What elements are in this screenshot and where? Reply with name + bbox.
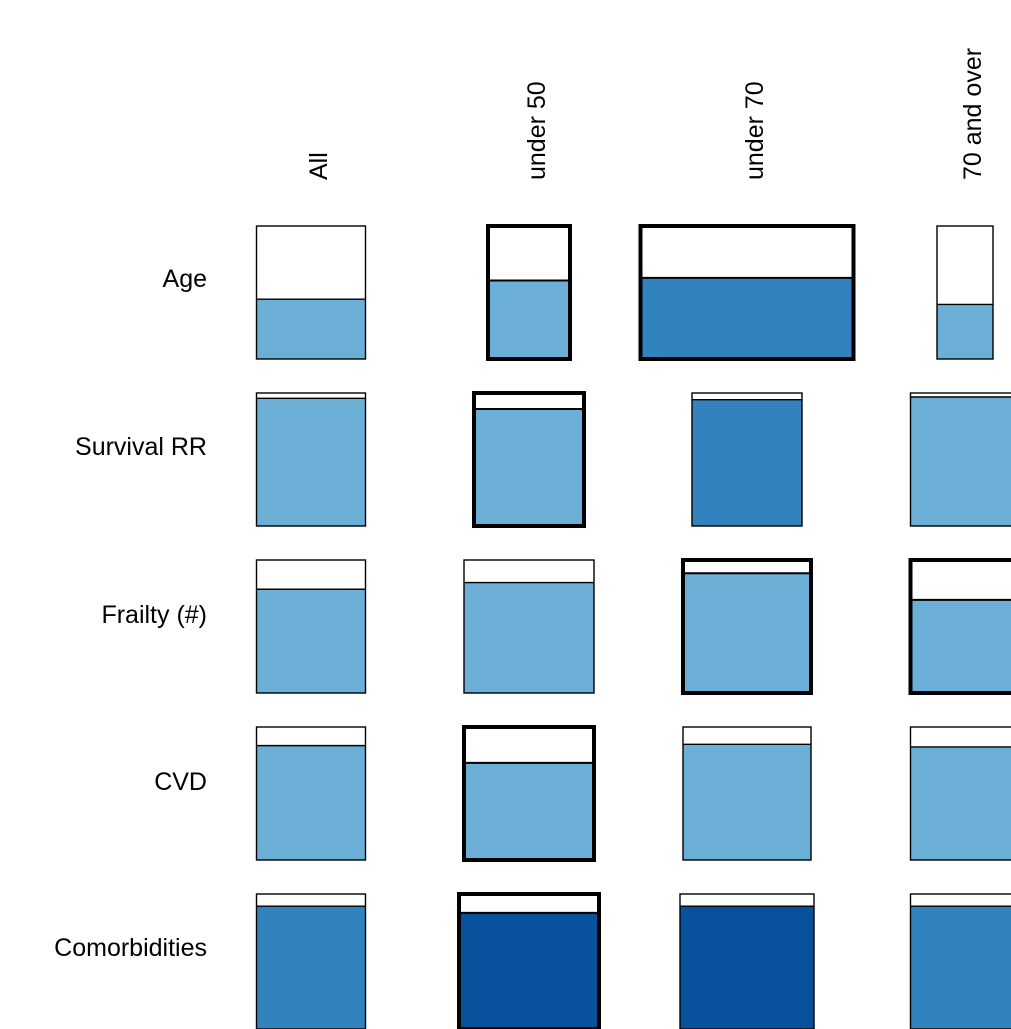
cell-fill	[937, 304, 993, 359]
cell-cvd-under-70	[682, 726, 812, 861]
cell-fill	[910, 906, 1011, 1029]
cell-frailty-70-and-over	[908, 558, 1011, 695]
cell-border-emphasized	[472, 391, 586, 528]
cell-fill	[910, 746, 1011, 860]
cell-comorbidities-under-70	[679, 893, 815, 1029]
cell-border	[909, 726, 1011, 861]
cell-border	[909, 893, 1011, 1029]
cell-fill	[474, 408, 584, 526]
cell-border-emphasized	[908, 558, 1011, 695]
cell-border-emphasized	[681, 558, 813, 695]
cell-cvd-under-50	[462, 725, 596, 862]
cell-frailty-under-50	[463, 559, 595, 694]
cell-frailty-all	[255, 559, 367, 694]
cell-fill	[680, 906, 814, 1029]
cell-fill	[488, 280, 570, 359]
cell-fill	[464, 762, 594, 860]
cell-comorbidities-70-and-over	[909, 893, 1011, 1029]
cell-survival-rr-under-50	[472, 391, 586, 528]
cell-border	[691, 392, 803, 527]
cell-border	[255, 559, 367, 694]
column-label-70-and-over: 70 and over	[959, 48, 987, 180]
cell-fill	[683, 573, 811, 693]
cell-border	[255, 225, 367, 360]
cell-border	[255, 726, 367, 861]
cell-survival-rr-70-and-over	[909, 392, 1011, 527]
row-label-cvd: CVD	[154, 768, 207, 796]
cell-fill	[459, 912, 599, 1029]
cell-fill	[256, 589, 366, 693]
cell-border	[679, 893, 815, 1029]
cell-cvd-70-and-over	[909, 726, 1011, 861]
column-label-all: All	[305, 152, 333, 180]
cell-fill	[910, 599, 1011, 693]
row-labels: Age Survival RR Frailty (#) CVD Comorbiditie…	[54, 265, 207, 962]
column-label-under-70: under 70	[741, 81, 769, 180]
cell-cvd-all	[255, 726, 367, 861]
cell-border-emphasized	[457, 892, 601, 1029]
column-labels: All under 50 under 70 70 and over	[305, 48, 987, 180]
cell-survival-rr-under-70	[691, 392, 803, 527]
cell-border	[909, 392, 1011, 527]
cell-comorbidities-all	[255, 893, 367, 1029]
cell-fill	[910, 396, 1011, 526]
row-label-age: Age	[163, 265, 207, 293]
cell-fill	[256, 906, 366, 1029]
cell-border	[463, 559, 595, 694]
cell-border	[936, 225, 994, 360]
cell-fill	[692, 399, 802, 526]
cell-border	[682, 726, 812, 861]
cell-age-70-and-over	[936, 225, 994, 360]
cell-fill	[640, 277, 854, 359]
cell-fill	[683, 744, 811, 860]
row-label-comorbidities: Comorbidities	[54, 934, 207, 962]
row-label-survival-rr: Survival RR	[75, 433, 207, 461]
cells-grid	[255, 224, 1011, 1029]
cell-comorbidities-under-50	[457, 892, 601, 1029]
cell-border-emphasized	[638, 224, 856, 361]
cell-border	[255, 392, 367, 527]
cell-frailty-under-70	[681, 558, 813, 695]
cell-age-under-70	[638, 224, 856, 361]
cell-fill	[256, 398, 366, 526]
row-label-frailty: Frailty (#)	[101, 601, 207, 629]
cell-border-emphasized	[486, 224, 572, 361]
cell-border-emphasized	[462, 725, 596, 862]
cell-border	[255, 893, 367, 1029]
cell-fill	[256, 299, 366, 359]
cell-fill	[256, 745, 366, 860]
cell-age-under-50	[486, 224, 572, 361]
cell-fill	[464, 582, 594, 693]
column-label-under-50: under 50	[523, 81, 551, 180]
cell-survival-rr-all	[255, 392, 367, 527]
cell-age-all	[255, 225, 367, 360]
